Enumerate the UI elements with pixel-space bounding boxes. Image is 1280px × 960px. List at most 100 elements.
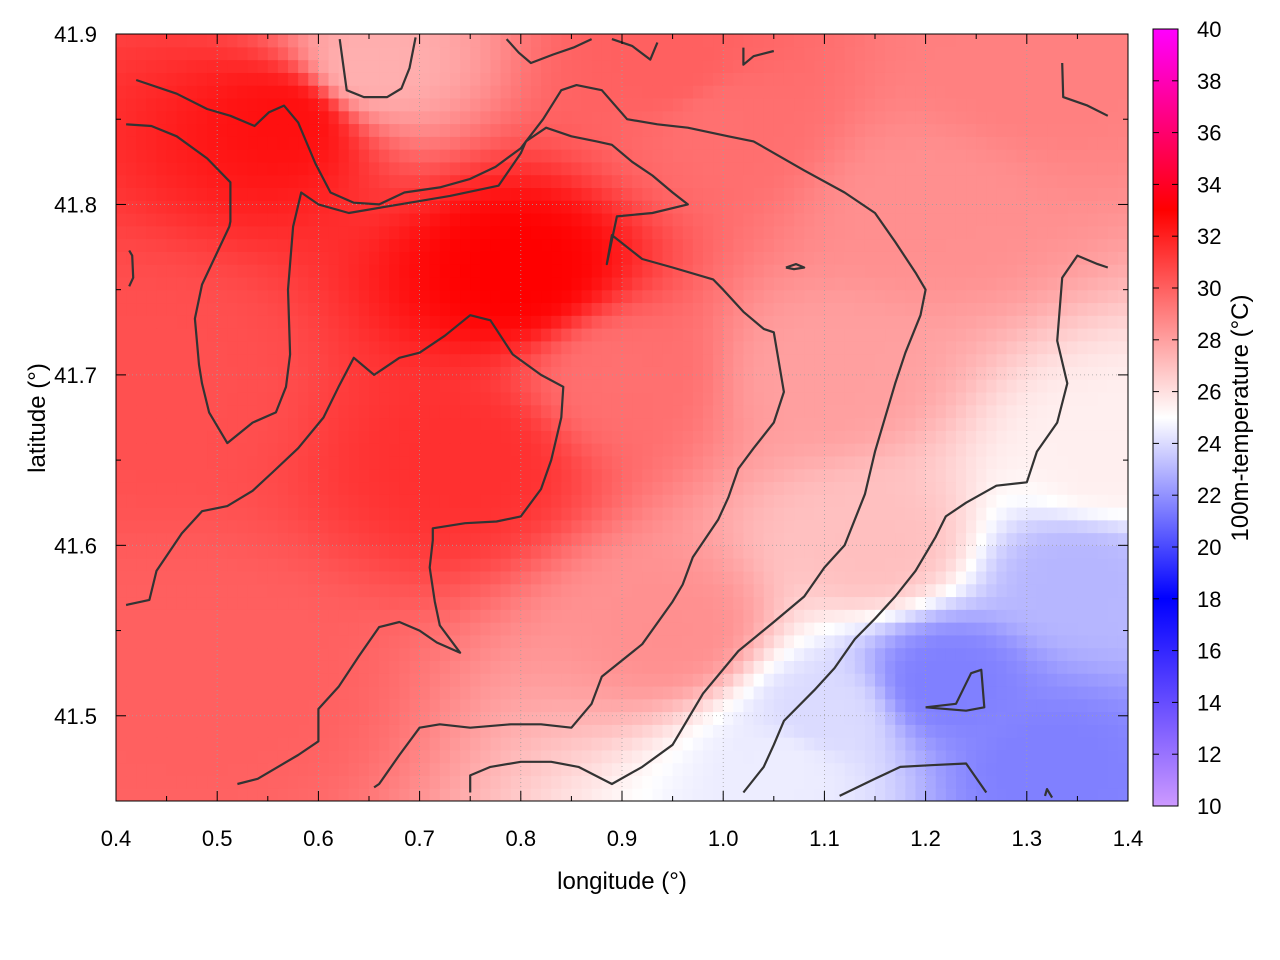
heatmap-cell [986, 315, 998, 329]
heatmap-cell [611, 532, 623, 546]
heatmap-cell [622, 276, 633, 291]
heatmap-cell [1057, 583, 1068, 598]
heatmap-cell [632, 391, 643, 406]
heatmap-cell [146, 698, 158, 713]
heatmap-cell [743, 455, 755, 470]
heatmap-cell [672, 545, 684, 559]
heatmap-cell [288, 391, 299, 406]
heatmap-cell [530, 647, 542, 661]
heatmap-cell [318, 161, 330, 176]
heatmap-cell [288, 353, 299, 367]
heatmap-cell [490, 328, 502, 342]
heatmap-cell [530, 251, 542, 265]
heatmap-cell [885, 443, 896, 457]
heatmap-cell [328, 749, 340, 764]
heatmap-cell [551, 391, 562, 406]
heatmap-cell [966, 417, 977, 431]
heatmap-cell [571, 225, 583, 240]
heatmap-cell [1047, 494, 1058, 508]
heatmap-cell [854, 698, 866, 713]
heatmap-cell [166, 711, 178, 725]
heatmap-cell [338, 570, 350, 585]
heatmap-cell [915, 622, 927, 636]
heatmap-cell [399, 238, 411, 252]
heatmap-cell [1057, 455, 1068, 470]
heatmap-cell [358, 494, 370, 508]
heatmap-cell [632, 545, 643, 559]
heatmap-cell [652, 430, 664, 444]
heatmap-cell [632, 417, 643, 431]
heatmap-cell [369, 391, 380, 406]
heatmap-cell [1077, 430, 1089, 444]
heatmap-cell [1067, 404, 1078, 419]
heatmap-cell [935, 749, 947, 764]
heatmap-cell [227, 596, 239, 610]
heatmap-cell [520, 353, 532, 367]
heatmap-cell [773, 685, 785, 700]
heatmap-cell [480, 532, 492, 546]
heatmap-cell [1097, 276, 1109, 291]
heatmap-cell [156, 647, 168, 661]
heatmap-cell [723, 264, 734, 278]
heatmap-cell [935, 481, 947, 495]
heatmap-cell [743, 391, 755, 406]
heatmap-cell [561, 545, 572, 559]
heatmap-cell [682, 647, 694, 661]
heatmap-cell [1006, 276, 1018, 291]
heatmap-cell [1087, 775, 1099, 789]
heatmap-cell [530, 698, 542, 713]
heatmap-cell [217, 685, 228, 700]
heatmap-cell [298, 596, 309, 610]
heatmap-cell [439, 660, 451, 674]
heatmap-cell [500, 724, 512, 738]
heatmap-cell [622, 634, 633, 649]
heatmap-cell [409, 698, 421, 713]
heatmap-cell [288, 481, 299, 495]
heatmap-cell [571, 506, 583, 521]
heatmap-cell [419, 685, 431, 700]
heatmap-cell [682, 315, 694, 329]
heatmap-cell [399, 775, 411, 789]
heatmap-cell [1117, 698, 1128, 713]
heatmap-cell [369, 302, 380, 316]
heatmap-cell [1057, 161, 1068, 176]
heatmap-cell [996, 468, 1008, 483]
heatmap-cell [176, 276, 188, 291]
heatmap-cell [1097, 673, 1109, 687]
heatmap-cell [449, 264, 461, 278]
heatmap-cell [1006, 622, 1018, 636]
heatmap-cell [692, 647, 704, 661]
heatmap-cell [156, 289, 168, 304]
heatmap-cell [237, 455, 249, 470]
heatmap-cell [298, 634, 309, 649]
heatmap-cell [672, 737, 684, 751]
heatmap-cell [925, 328, 937, 342]
heatmap-cell [773, 379, 785, 393]
heatmap-cell [530, 685, 542, 700]
heatmap-cell [348, 622, 360, 636]
heatmap-cell [308, 187, 319, 201]
heatmap-cell [237, 315, 249, 329]
heatmap-cell [632, 455, 643, 470]
heatmap-cell [662, 583, 674, 598]
heatmap-cell [682, 430, 694, 444]
heatmap-cell [490, 315, 502, 329]
heatmap-cell [207, 443, 218, 457]
heatmap-cell [429, 161, 441, 176]
heatmap-cell [702, 685, 714, 700]
heatmap-cell [439, 238, 451, 252]
heatmap-cell [227, 315, 239, 329]
heatmap-cell [591, 468, 603, 483]
heatmap-cell [136, 494, 147, 508]
heatmap-cell [207, 404, 218, 419]
heatmap-cell [834, 673, 846, 687]
heatmap-cell [500, 609, 512, 623]
heatmap-cell [348, 366, 360, 380]
heatmap-cell [591, 225, 603, 240]
heatmap-cell [460, 788, 471, 801]
heatmap-cell [763, 685, 775, 700]
heatmap-cell [864, 379, 876, 393]
heatmap-cell [217, 289, 228, 304]
heatmap-cell [257, 737, 269, 751]
heatmap-cell [298, 711, 309, 725]
